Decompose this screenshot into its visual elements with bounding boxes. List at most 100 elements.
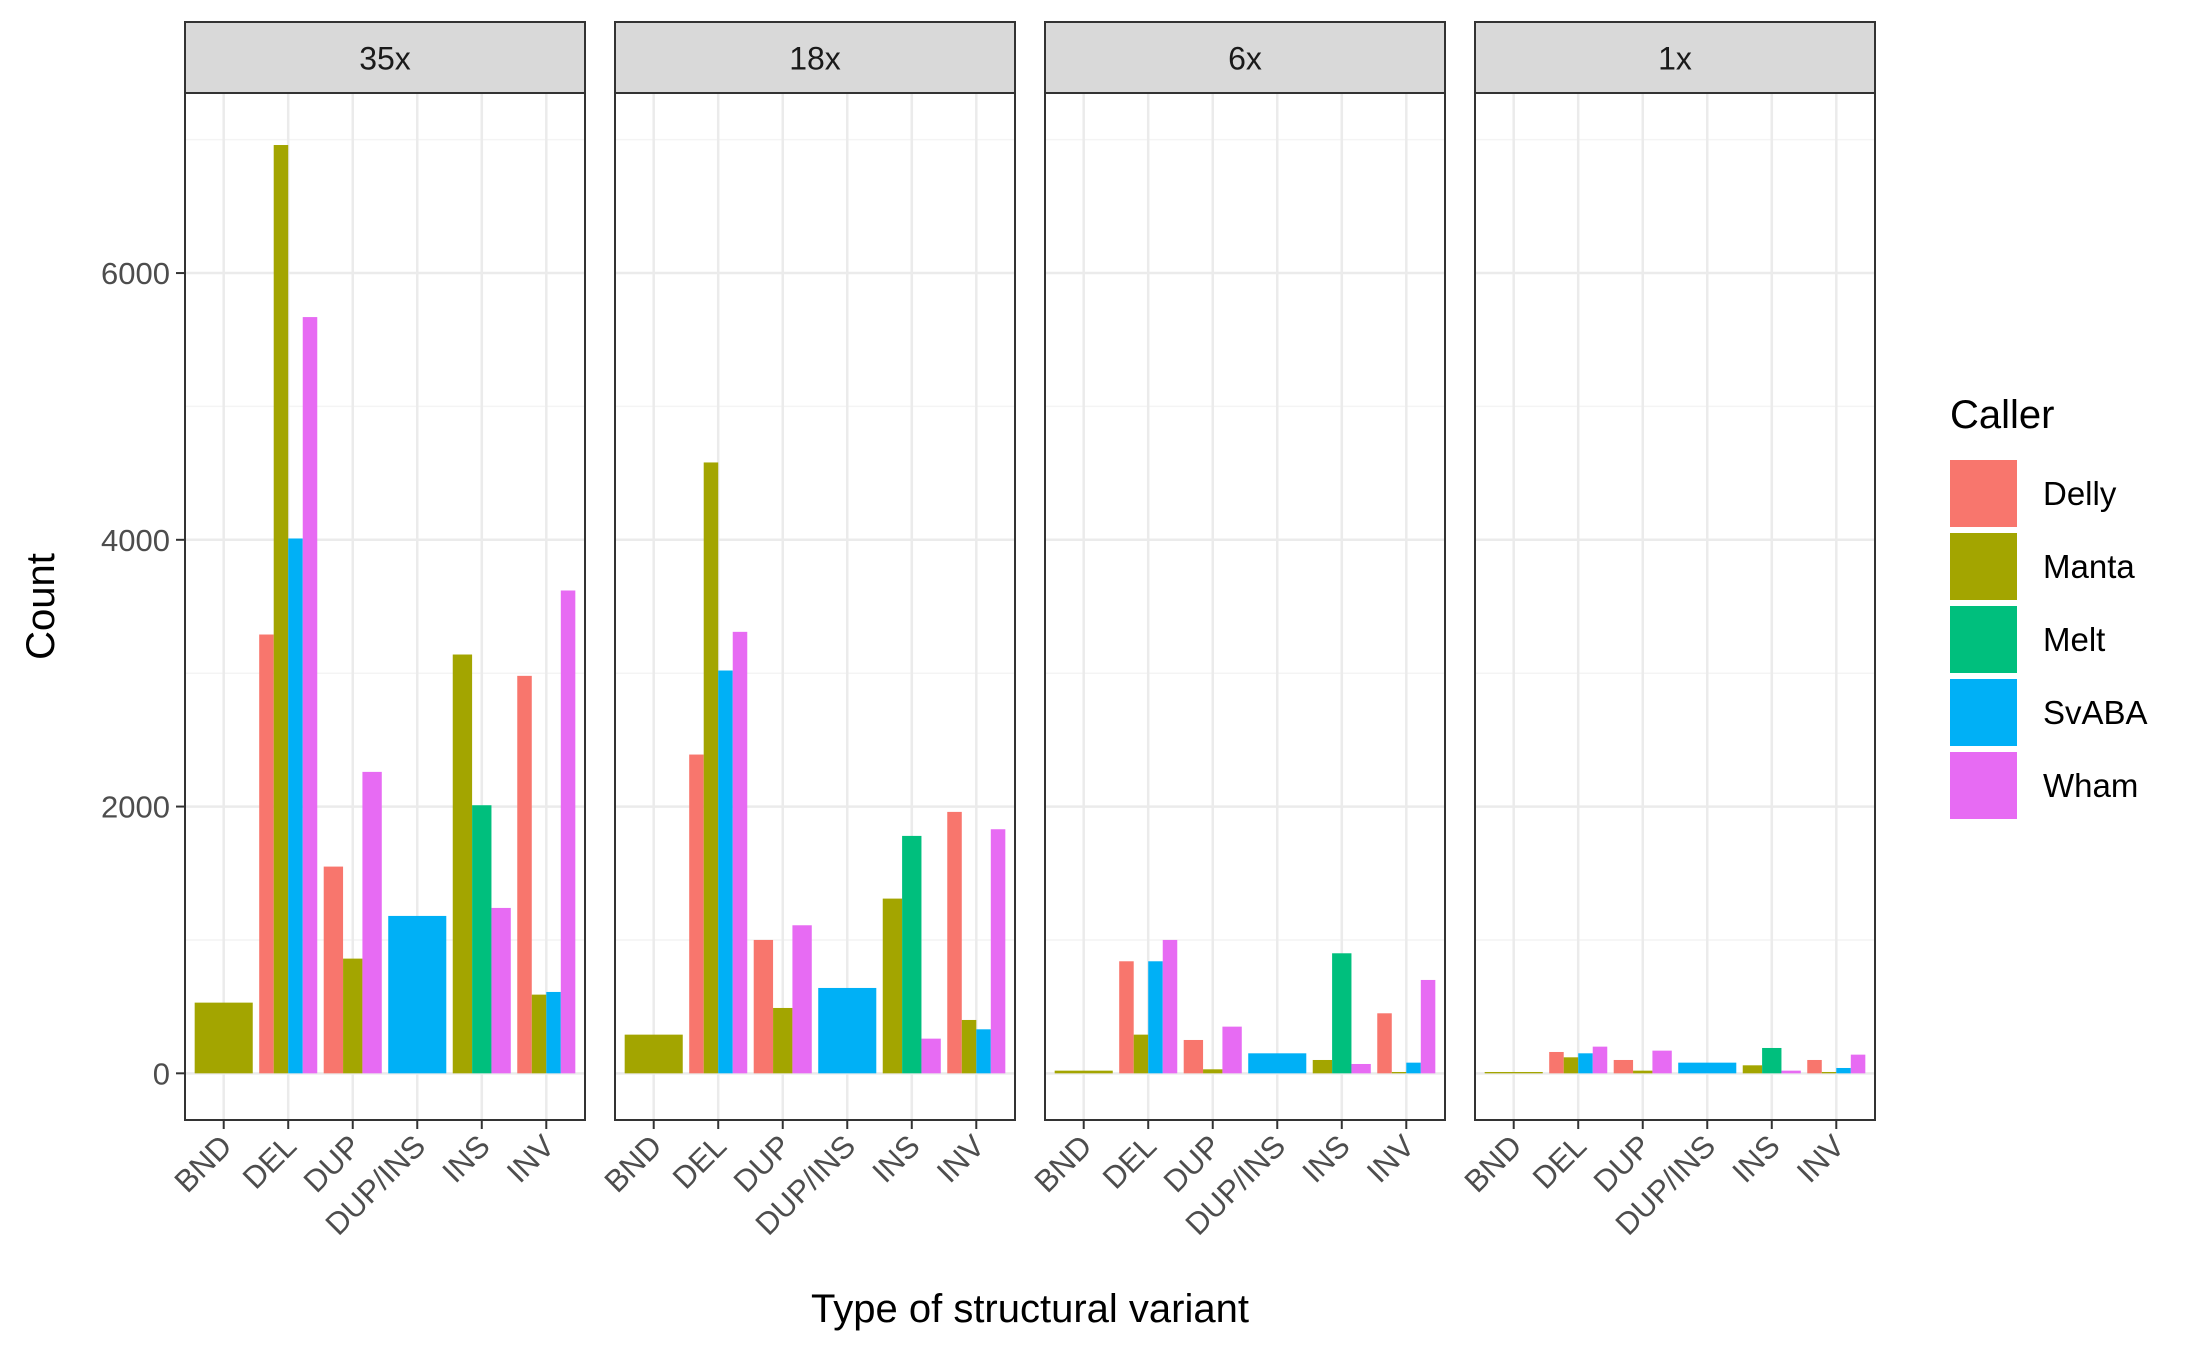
bar-facet-35x-del-wham <box>302 317 318 1074</box>
x-tick-label: DEL <box>236 1128 303 1195</box>
bar-facet-1x-dup-wham <box>1652 1050 1672 1074</box>
facet-strip <box>184 21 586 94</box>
bar-facet-1x-dup-ins-svaba <box>1678 1062 1737 1074</box>
legend-swatch-wham <box>1950 752 2017 819</box>
panel-border <box>1474 92 1876 1121</box>
y-tick-label: 2000 <box>101 790 170 825</box>
x-tick-label: INS <box>1725 1128 1786 1189</box>
bar-facet-18x-inv-delly <box>947 811 962 1074</box>
bar-facet-6x-inv-delly <box>1377 1013 1392 1074</box>
y-tick-label: 4000 <box>101 523 170 558</box>
x-tick-label: BND <box>1028 1128 1099 1199</box>
bar-facet-6x-del-manta <box>1133 1034 1149 1074</box>
bar-facet-6x-bnd-manta <box>1054 1070 1113 1074</box>
bar-facet-18x-ins-wham <box>921 1038 941 1074</box>
x-tick-label: INV <box>930 1128 992 1190</box>
bar-facet-1x-del-svaba <box>1578 1053 1593 1074</box>
bar-facet-35x-del-delly <box>259 634 274 1074</box>
legend-label-svaba: SvABA <box>2043 694 2148 731</box>
x-axis-title: Type of structural variant <box>811 1287 1249 1331</box>
legend-swatch-svaba <box>1950 679 2017 746</box>
x-tick-label: DEL <box>666 1128 733 1195</box>
facet-strip <box>1044 21 1446 94</box>
bar-facet-1x-dup-manta <box>1633 1070 1653 1074</box>
x-tick-label: DEL <box>1096 1128 1163 1195</box>
x-tick-label: DEL <box>1526 1128 1593 1195</box>
bar-facet-18x-inv-wham <box>990 829 1006 1074</box>
y-axis-title: Count <box>19 553 63 660</box>
legend-swatch-delly <box>1950 460 2017 527</box>
legend-label-wham: Wham <box>2043 767 2138 804</box>
facet-strip <box>614 21 1016 94</box>
x-tick-label: BND <box>168 1128 239 1199</box>
bar-facet-1x-del-wham <box>1592 1046 1608 1074</box>
bar-facet-1x-dup-delly <box>1613 1059 1634 1074</box>
bar-facet-35x-inv-svaba <box>546 991 561 1074</box>
bar-facet-18x-ins-melt <box>902 835 922 1074</box>
bar-facet-35x-inv-delly <box>517 675 532 1074</box>
x-tick-label: INS <box>865 1128 926 1189</box>
x-tick-label: INV <box>1360 1128 1422 1190</box>
bar-facet-18x-inv-svaba <box>976 1029 991 1074</box>
bar-facet-1x-ins-melt <box>1762 1047 1782 1074</box>
x-tick-label: INV <box>1790 1128 1852 1190</box>
bar-facet-6x-dup-delly <box>1183 1039 1204 1074</box>
bar-facet-6x-ins-manta <box>1312 1059 1333 1074</box>
bar-facet-18x-dup-manta <box>773 1007 793 1074</box>
bar-facet-6x-del-delly <box>1119 961 1134 1074</box>
bar-facet-6x-dup-ins-svaba <box>1248 1053 1307 1074</box>
bar-facet-6x-ins-melt <box>1332 953 1352 1074</box>
bar-facet-18x-inv-manta <box>961 1019 977 1074</box>
bar-facet-1x-del-manta <box>1563 1057 1579 1074</box>
bar-facet-1x-ins-manta <box>1742 1065 1763 1074</box>
x-tick-label: BND <box>598 1128 669 1199</box>
bar-facet-1x-inv-svaba <box>1836 1067 1851 1074</box>
facet-strip <box>1474 21 1876 94</box>
x-tick-label: INS <box>1295 1128 1356 1189</box>
facet-strip-label: 6x <box>1228 41 1262 77</box>
bar-facet-6x-dup-manta <box>1203 1069 1223 1074</box>
bar-facet-6x-inv-manta <box>1391 1071 1407 1074</box>
bar-facet-35x-del-svaba <box>288 538 303 1074</box>
y-tick-label: 6000 <box>101 256 170 291</box>
bar-facet-6x-ins-wham <box>1351 1063 1371 1074</box>
bar-facet-35x-dup-ins-svaba <box>388 915 447 1074</box>
bar-facet-18x-dup-ins-svaba <box>818 987 877 1074</box>
bar-facet-1x-inv-wham <box>1850 1054 1866 1074</box>
facet-strip-label: 18x <box>789 41 841 77</box>
legend-title: Caller <box>1950 393 2054 437</box>
bar-facet-1x-inv-delly <box>1807 1059 1822 1074</box>
facet-strip-label: 1x <box>1658 41 1692 77</box>
bar-facet-18x-del-svaba <box>718 670 733 1074</box>
bar-facet-6x-del-wham <box>1162 939 1178 1074</box>
bar-facet-35x-inv-wham <box>560 590 576 1074</box>
facet-strip-label: 35x <box>359 41 411 77</box>
bar-facet-18x-dup-wham <box>792 925 812 1074</box>
bar-facet-35x-inv-manta <box>531 994 547 1074</box>
bar-facet-6x-dup-wham <box>1222 1026 1242 1074</box>
bar-facet-18x-ins-manta <box>882 898 903 1074</box>
legend-label-delly: Delly <box>2043 475 2117 512</box>
bar-facet-1x-inv-manta <box>1821 1071 1837 1074</box>
bar-facet-18x-bnd-manta <box>624 1034 683 1074</box>
bar-facet-6x-inv-svaba <box>1406 1062 1421 1074</box>
bar-facet-35x-ins-wham <box>491 907 511 1074</box>
bar-facet-35x-dup-manta <box>343 958 363 1074</box>
bar-facet-1x-bnd-manta <box>1484 1071 1543 1074</box>
x-tick-label: BND <box>1458 1128 1529 1199</box>
y-tick-label: 0 <box>153 1056 170 1091</box>
bar-facet-18x-dup-delly <box>753 939 774 1074</box>
bar-facet-35x-bnd-manta <box>194 1002 253 1074</box>
x-tick-label: INS <box>435 1128 496 1189</box>
bar-facet-35x-ins-manta <box>452 654 473 1074</box>
bar-facet-1x-del-delly <box>1549 1051 1564 1074</box>
bar-facet-35x-dup-wham <box>362 771 382 1074</box>
panel-border <box>1044 92 1446 1121</box>
x-tick-label: INV <box>500 1128 562 1190</box>
bar-facet-35x-ins-melt <box>472 805 492 1074</box>
bar-facet-35x-dup-delly <box>323 866 344 1074</box>
bar-facet-18x-del-wham <box>732 631 748 1074</box>
bar-facet-6x-del-svaba <box>1148 961 1163 1074</box>
